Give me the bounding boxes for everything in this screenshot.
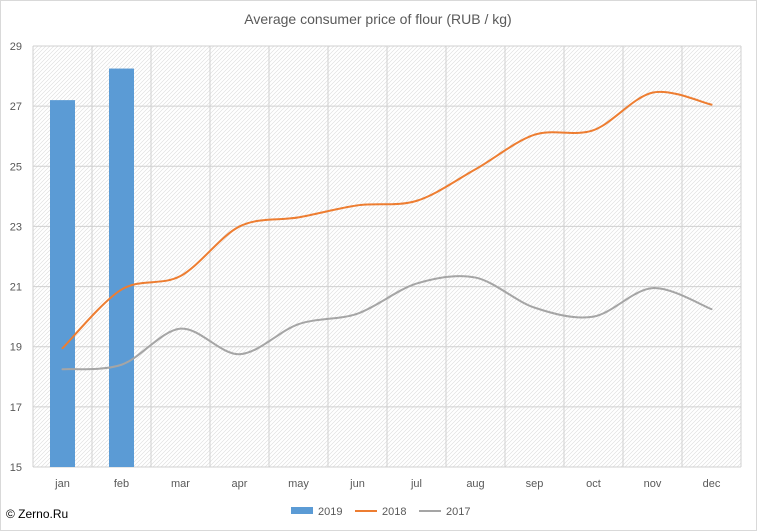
y-tick-label: 23 [10, 221, 22, 233]
watermark: © Zerno.Ru [6, 507, 69, 521]
legend-label-2017: 2017 [446, 506, 470, 518]
x-tick-label: jul [410, 478, 422, 490]
legend-swatch-2019 [291, 507, 313, 514]
x-tick-label: sep [526, 478, 544, 490]
x-tick-label: oct [586, 478, 601, 490]
line-2017 [61, 275, 713, 371]
x-tick-label: jun [349, 478, 365, 490]
x-tick-label: dec [703, 478, 721, 490]
x-tick-label: nov [644, 478, 662, 490]
legend-label-2019: 2019 [318, 506, 342, 518]
bar-series [50, 68, 134, 467]
x-tick-label: apr [232, 478, 248, 490]
x-tick-label: jan [54, 478, 70, 490]
x-tick-label: aug [466, 478, 484, 490]
chart-title: Average consumer price of flour (RUB / k… [244, 11, 511, 27]
y-tick-label: 15 [10, 462, 22, 474]
y-tick-label: 19 [10, 342, 22, 354]
gridlines [32, 45, 742, 468]
bar-2019 [109, 68, 134, 467]
legend: 2019 2018 2017 [291, 506, 470, 518]
x-tick-label: may [288, 478, 309, 490]
y-tick-label: 29 [10, 41, 22, 53]
x-axis-ticks: jan feb mar apr may jun jul aug sep oct nov dec [54, 478, 721, 490]
bar-2019 [50, 100, 75, 467]
x-tick-label: feb [114, 478, 129, 490]
x-tick-label: mar [171, 478, 190, 490]
line-2018 [61, 90, 713, 350]
line-series [61, 90, 713, 371]
y-axis-ticks: 15 17 19 21 23 25 27 29 [10, 41, 22, 474]
y-tick-label: 27 [10, 101, 22, 113]
y-tick-label: 21 [10, 282, 22, 294]
y-tick-label: 17 [10, 402, 22, 414]
legend-label-2018: 2018 [382, 506, 406, 518]
y-tick-label: 25 [10, 161, 22, 173]
